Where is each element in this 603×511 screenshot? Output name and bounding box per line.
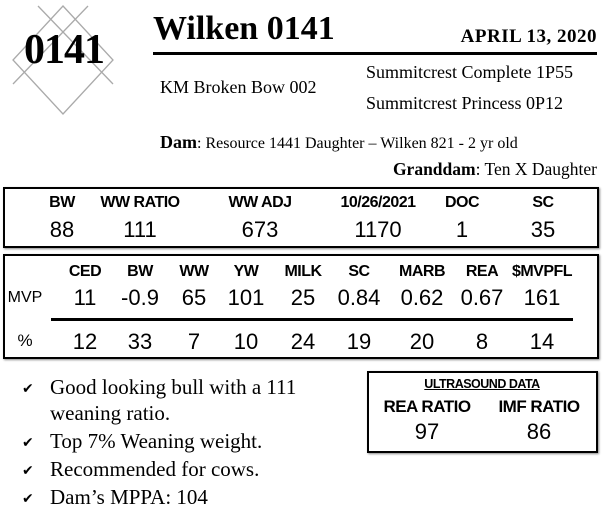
performance-header: 10/26/2021 [340, 194, 416, 211]
bullet-item: Dam’s MPPA: 104 [50, 485, 208, 509]
epd-mvp-value: -0.9 [121, 285, 159, 310]
epd-header: SC [348, 263, 370, 280]
epd-mvp-value: 25 [290, 285, 316, 310]
epd-percentile-value: 19 [346, 329, 372, 354]
bullet-item: Good looking bull with a 111 [50, 375, 297, 399]
epd-header: MARB [399, 263, 446, 280]
performance-header: WW ADJ [228, 194, 292, 211]
dam-line: Dam: Resource 1441 Daughter – Wilken 821… [160, 132, 518, 153]
epd-percentile-value: 7 [187, 329, 201, 354]
sale-date: APRIL 13, 2020 [460, 26, 597, 47]
epd-header: MILK [284, 263, 322, 280]
checkmark-icon: ✔ [22, 462, 34, 478]
epd-percentile-value: 14 [529, 329, 555, 354]
epd-percentile-value: 24 [290, 329, 316, 354]
bullet-item: Recommended for cows. [50, 457, 260, 481]
epd-mvp-value: 0.67 [460, 285, 504, 310]
rea-ratio-header: REA RATIO [383, 397, 471, 416]
performance-value: 88 [49, 217, 75, 242]
checkmark-icon: ✔ [22, 434, 34, 450]
checkmark-icon: ✔ [22, 490, 34, 506]
imf-ratio-header: IMF RATIO [498, 397, 580, 416]
performance-table: BW 88 WW RATIO 111 WW ADJ 673 10/26/2021 1170 DO… [3, 187, 599, 248]
performance-value: 35 [530, 217, 556, 242]
sire: KM Broken Bow 002 [160, 77, 317, 97]
checkmark-icon: ✔ [22, 380, 34, 396]
epd-header: CED [68, 263, 102, 280]
diamond-logo [12, 5, 114, 115]
performance-value: 1170 [354, 217, 402, 242]
epd-percentile-value: 12 [72, 329, 98, 354]
epd-header: REA [465, 263, 499, 280]
epd-mvp-value: 0.84 [337, 285, 381, 310]
epd-mvp-value: 101 [227, 285, 265, 310]
bullet-item: weaning ratio. [50, 401, 171, 425]
page-title: Wilken 0141 [153, 10, 335, 47]
performance-value: 1 [455, 217, 469, 242]
sire-dam: Summitcrest Princess 0P12 [366, 93, 563, 113]
mvp-label: MVP [7, 289, 43, 306]
granddam-line: Granddam: Ten X Daughter [393, 159, 597, 180]
sire-sire: Summitcrest Complete 1P55 [366, 62, 573, 82]
epd-percentile-value: 20 [409, 329, 435, 354]
epd-percentile-value: 8 [475, 329, 489, 354]
ultrasound-box: ULTRASOUND DATA REA RATIO IMF RATIO 97 8… [367, 371, 598, 453]
performance-header: SC [532, 194, 554, 211]
granddam-label: Granddam [392, 159, 476, 179]
epd-table: MVP% CED 11 12 BW -0.9 33 WW 65 7 YW 101 10 MILK 25 24 S… [3, 254, 599, 359]
performance-header: DOC [444, 194, 480, 211]
epd-percentile-value: 33 [127, 329, 153, 354]
imf-ratio-value: 86 [526, 419, 552, 444]
epd-mvp-value: 0.62 [400, 285, 444, 310]
epd-mvp-value: 65 [181, 285, 207, 310]
epd-header: $MVPFL [511, 263, 573, 280]
epd-header: YW [233, 263, 259, 280]
epd-mvp-value: 11 [73, 285, 97, 310]
performance-header: BW [49, 194, 75, 211]
epd-header: BW [127, 263, 153, 280]
pct-label: % [17, 331, 33, 350]
ultrasound-title: ULTRASOUND DATA [424, 377, 540, 391]
epd-header: WW [179, 263, 209, 280]
performance-value: 673 [241, 217, 279, 242]
epd-percentile-value: 10 [233, 329, 259, 354]
performance-value: 111 [123, 217, 157, 242]
title-rule [153, 52, 597, 55]
bullet-item: Top 7% Weaning weight. [50, 429, 263, 453]
lot-number: 0141 [24, 27, 105, 73]
mvp-divider [51, 318, 573, 321]
dam-label: Dam [160, 132, 197, 152]
epd-mvp-value: 161 [523, 285, 561, 310]
granddam-text: : Ten X Daughter [475, 159, 597, 179]
dam-text: : Resource 1441 Daughter – Wilken 821 - … [197, 135, 518, 152]
rea-ratio-value: 97 [414, 419, 440, 444]
performance-header: WW RATIO [100, 194, 180, 211]
